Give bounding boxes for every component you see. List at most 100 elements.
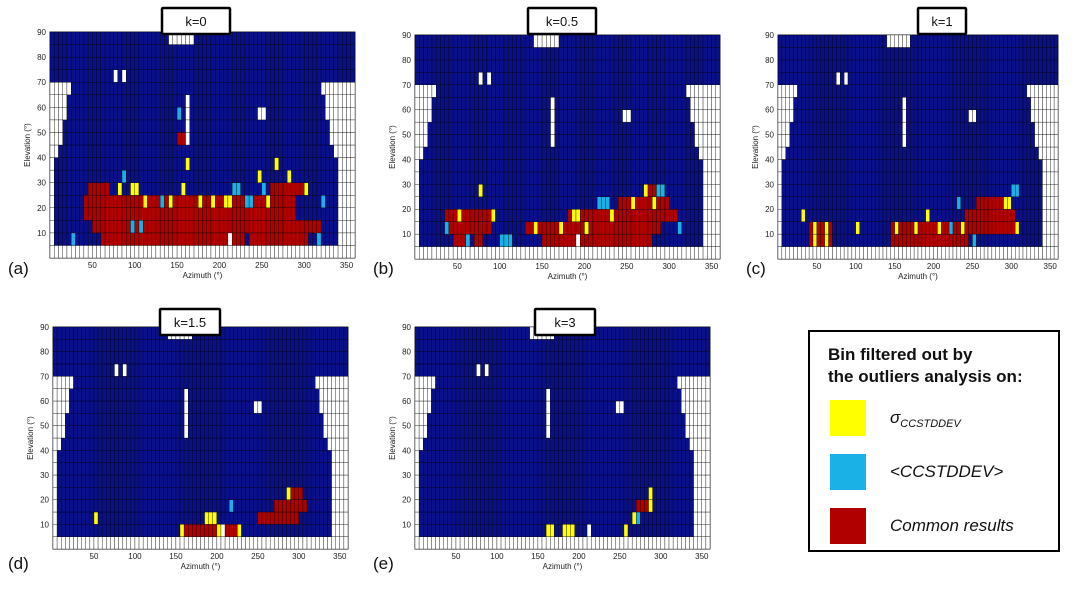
bin (1038, 146, 1043, 160)
bin (1034, 146, 1039, 160)
bin (56, 462, 62, 476)
bin (801, 72, 806, 85)
bin (241, 413, 246, 426)
bin (677, 159, 683, 173)
bin (303, 144, 309, 158)
bin (685, 209, 691, 222)
bin (172, 207, 178, 221)
bin (130, 182, 135, 196)
bin (96, 82, 102, 95)
bin (159, 536, 164, 550)
bin (805, 121, 810, 135)
bin (613, 59, 619, 73)
bin (886, 171, 891, 185)
bin (121, 245, 127, 259)
bin (188, 376, 193, 389)
bin (660, 146, 666, 160)
bin (596, 121, 602, 135)
bin (175, 413, 181, 426)
bin (261, 31, 267, 45)
bin (863, 233, 868, 247)
bin (236, 44, 241, 58)
bin (171, 499, 177, 513)
bin (118, 425, 123, 439)
bin (142, 437, 148, 451)
bin (316, 132, 322, 146)
bin (1030, 134, 1035, 148)
bin (329, 195, 334, 208)
bin (312, 44, 318, 58)
bin (867, 246, 872, 260)
bin (109, 132, 114, 146)
bin (151, 232, 157, 246)
bin (295, 182, 301, 196)
bin (805, 159, 810, 173)
bin (69, 511, 74, 525)
bin (1042, 84, 1047, 98)
bin (609, 233, 615, 247)
bin (192, 511, 197, 525)
bin (151, 169, 157, 183)
bin (69, 437, 74, 451)
bin (952, 196, 958, 210)
bin (147, 388, 152, 402)
bin (913, 209, 919, 222)
bin (346, 44, 351, 58)
bin (867, 159, 872, 173)
bin (295, 44, 301, 58)
bin (220, 450, 226, 463)
bin (342, 107, 347, 121)
bin (155, 144, 161, 158)
bin (331, 400, 336, 414)
bin (337, 94, 343, 108)
bin (1007, 34, 1012, 48)
bin (1018, 221, 1024, 235)
bin (316, 245, 322, 259)
bin (164, 107, 169, 121)
bin (894, 134, 899, 148)
bin (520, 196, 526, 210)
bin (948, 159, 954, 173)
bin (159, 511, 164, 525)
bin (694, 97, 699, 110)
bin (867, 109, 872, 123)
bin (183, 487, 189, 500)
bin (613, 196, 619, 210)
bin (781, 184, 786, 197)
bin (436, 109, 441, 123)
bin (512, 109, 517, 123)
bin (855, 34, 860, 48)
bin (588, 246, 594, 260)
bin (240, 119, 246, 133)
bin (588, 97, 594, 110)
bin (843, 59, 849, 73)
bin (274, 144, 279, 158)
bin (664, 159, 670, 173)
bin (248, 44, 254, 58)
bin (350, 220, 356, 234)
bin (77, 363, 82, 377)
bin (1022, 159, 1028, 173)
y-axis-label: Elevation (°) (388, 125, 397, 169)
bin (503, 121, 509, 135)
bin (337, 182, 343, 196)
bin (350, 144, 356, 158)
bin (172, 144, 178, 158)
bin (952, 233, 958, 247)
bin (206, 82, 212, 95)
bin (240, 56, 246, 70)
bin (73, 536, 78, 550)
bin (294, 511, 300, 525)
bin (71, 207, 76, 221)
bin (878, 146, 884, 160)
bin (956, 233, 961, 247)
bin (1026, 34, 1031, 48)
bin (444, 109, 450, 123)
bin (278, 487, 283, 500)
bin (49, 144, 55, 158)
bin (875, 233, 880, 247)
bin (520, 233, 526, 247)
bin (1007, 121, 1012, 135)
bin (206, 56, 212, 70)
bin (206, 132, 212, 146)
